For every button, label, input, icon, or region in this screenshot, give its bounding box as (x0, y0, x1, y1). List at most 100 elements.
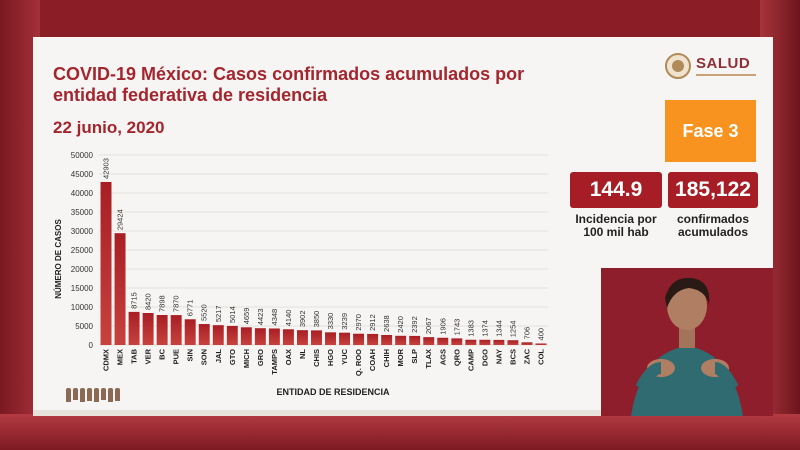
people-illustration (66, 388, 120, 402)
data-label: 2970 (354, 314, 363, 331)
y-tick-label: 10000 (71, 303, 94, 312)
data-label: 4348 (270, 309, 279, 326)
confirmed-label-line-2: acumulados (677, 225, 749, 239)
seal-icon (665, 53, 691, 79)
incidence-label: Incidencia por 100 mil hab (570, 213, 662, 239)
data-label: 42903 (102, 158, 111, 179)
data-label: 3850 (312, 311, 321, 328)
data-label: 6771 (186, 300, 195, 317)
x-tick-label: MEX (116, 349, 125, 365)
bar-tab (128, 311, 140, 345)
bar-col (535, 343, 547, 345)
x-tick-label: TLAX (424, 349, 433, 369)
data-label: 3239 (340, 313, 349, 330)
x-tick-label: BCS (508, 349, 517, 365)
x-tick-label: VER (144, 348, 153, 364)
data-label: 1374 (480, 320, 489, 337)
y-tick-label: 40000 (71, 189, 94, 198)
x-tick-label: SIN (186, 349, 195, 362)
title-line-1: COVID-19 México: Casos confirmados acumu… (53, 64, 525, 84)
x-tick-label: CHIH (382, 349, 391, 367)
logo-name: SALUD (696, 55, 751, 72)
bar-sin (184, 319, 196, 345)
data-label: 2392 (410, 316, 419, 333)
bar-hgo (325, 332, 336, 345)
bar-gto (226, 325, 238, 345)
y-tick-label: 25000 (71, 246, 94, 255)
incidence-label-line-1: Incidencia por (575, 212, 657, 226)
data-label: 3902 (298, 310, 307, 327)
data-label: 4423 (256, 309, 265, 326)
data-label: 8715 (130, 292, 139, 309)
x-tick-label: DGO (480, 349, 489, 366)
y-tick-label: 0 (89, 341, 94, 350)
confirmed-label: confirmados acumulados (668, 213, 758, 239)
bar-mich (240, 327, 252, 345)
title-line-2: entidad federativa de residencia (53, 85, 328, 105)
bar-son (198, 324, 210, 345)
sign-language-interpreter (601, 268, 773, 416)
data-label: 1344 (494, 320, 503, 337)
bar-chis (311, 330, 322, 345)
bar-chih (381, 334, 393, 345)
data-label: 29424 (116, 209, 125, 230)
bar-camp (465, 339, 477, 345)
bar-bcs (507, 340, 519, 345)
data-label: 400 (536, 328, 545, 341)
y-tick-label: 50000 (71, 151, 94, 160)
x-tick-label: SON (200, 349, 209, 365)
bar-gro (254, 328, 266, 345)
bar-pue (170, 315, 182, 345)
data-label: 8420 (144, 293, 153, 310)
data-label: 2420 (396, 316, 405, 333)
x-tick-label: TAMPS (270, 349, 279, 375)
bar-mor (395, 335, 407, 345)
salud-logo: SALUD (665, 53, 756, 79)
data-label: 5014 (228, 306, 237, 323)
data-label: 706 (522, 327, 531, 340)
chart-title: COVID-19 México: Casos confirmados acumu… (53, 64, 613, 106)
data-label: 2912 (368, 314, 377, 331)
x-tick-label: AGS (438, 349, 447, 365)
x-tick-label: QRO (452, 349, 461, 366)
x-tick-label: PUE (172, 349, 181, 364)
confirmed-label-line-1: confirmados (676, 212, 749, 226)
x-tick-label: COAH (368, 349, 377, 371)
x-tick-label: NAY (494, 349, 503, 364)
bar-bc (156, 314, 168, 345)
bar-qro (451, 338, 463, 345)
y-tick-label: 5000 (75, 322, 93, 331)
bar-qroo (353, 333, 365, 345)
bar-cdmx (100, 181, 112, 345)
data-label: 1254 (508, 321, 517, 338)
bar-yuc (339, 332, 351, 345)
data-label: 3330 (326, 313, 335, 330)
data-label: 5520 (200, 304, 209, 321)
data-label: 4659 (242, 308, 251, 325)
bar-oax (282, 329, 294, 345)
incidence-label-line-2: 100 mil hab (583, 225, 649, 239)
y-tick-label: 35000 (71, 208, 94, 217)
x-tick-label: GRO (256, 349, 265, 366)
bar-nl (296, 330, 308, 345)
x-tick-label: HGO (326, 349, 335, 366)
data-label: 7898 (158, 295, 167, 312)
confirmed-value: 185,122 (668, 172, 758, 208)
incidence-value: 144.9 (570, 172, 662, 208)
x-tick-label: MOR (396, 348, 405, 366)
y-tick-label: 20000 (71, 265, 94, 274)
data-label: 1383 (466, 320, 475, 337)
data-label: 4140 (284, 310, 293, 327)
bar-ver (142, 313, 154, 345)
x-tick-label: ZAC (522, 348, 531, 364)
x-tick-label: CHIS (312, 349, 321, 367)
data-label: 5217 (214, 305, 223, 322)
x-tick-label: BC (158, 348, 167, 359)
data-label: 7870 (172, 295, 181, 312)
slide-footer (33, 410, 773, 416)
y-tick-label: 15000 (71, 284, 94, 293)
bar-ags (437, 337, 449, 345)
report-date: 22 junio, 2020 (53, 118, 165, 137)
y-tick-label: 45000 (71, 170, 94, 179)
x-tick-label: TAB (130, 348, 139, 363)
